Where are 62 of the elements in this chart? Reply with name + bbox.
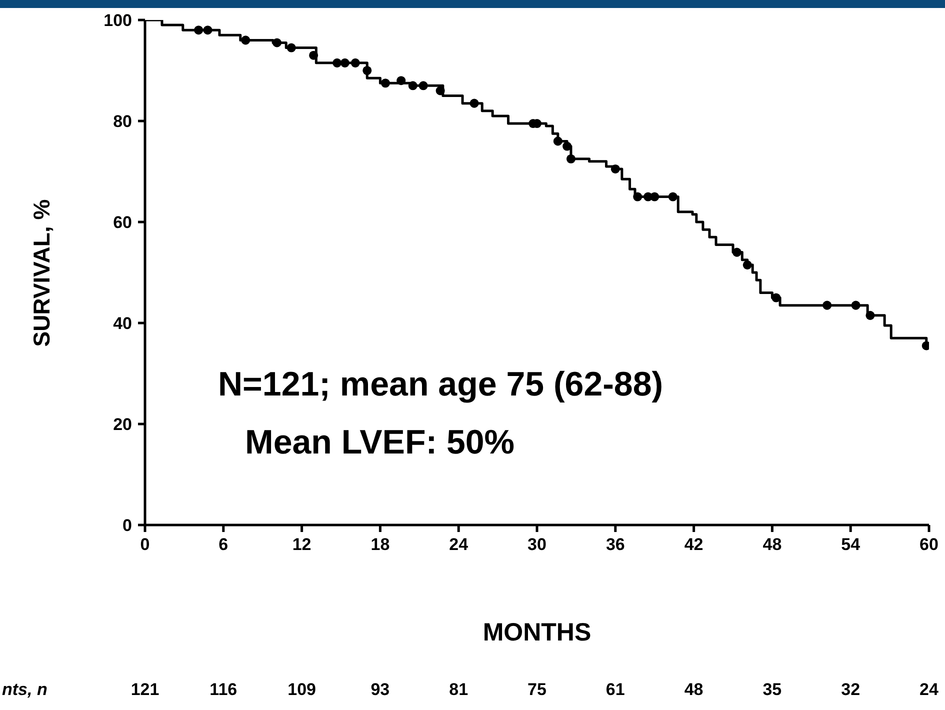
- x-tick-label: 18: [370, 535, 390, 554]
- x-tick-label: 48: [762, 535, 782, 554]
- x-tick-label: 60: [920, 535, 938, 554]
- point: [332, 58, 342, 68]
- text: 61: [606, 680, 625, 700]
- x-axis-title: MONTHS: [482, 618, 592, 648]
- y-tick-label: 60: [113, 213, 132, 232]
- text: nts, n: [2, 680, 48, 700]
- point: [203, 26, 212, 35]
- point: [396, 76, 406, 86]
- point: [272, 38, 282, 48]
- x-tick-label: 12: [292, 535, 312, 554]
- point: [650, 192, 660, 202]
- text: 48: [684, 680, 704, 700]
- x-tick-label: 54: [841, 535, 861, 554]
- x-tick-label: 30: [528, 535, 546, 554]
- text: 93: [370, 680, 390, 700]
- x-tick-label: 6: [218, 535, 228, 554]
- y-axis-title: SURVIVAL, %: [28, 198, 56, 346]
- annotation: N=121; mean age 75 (62-88): [218, 366, 664, 404]
- y-tick-label: 100: [104, 11, 132, 30]
- point: [350, 58, 360, 68]
- y-tick-label: 0: [122, 516, 132, 536]
- annotation: Mean LVEF: 50%: [245, 424, 515, 462]
- point: [380, 78, 390, 88]
- text: 75: [528, 680, 546, 700]
- x-tick-label: 42: [684, 535, 704, 554]
- y-tick-label: 80: [113, 112, 132, 132]
- point: [194, 26, 204, 35]
- point: [610, 164, 620, 174]
- point: [633, 192, 642, 202]
- point: [566, 154, 576, 164]
- point: [742, 260, 752, 270]
- x-tick-label: 24: [449, 535, 469, 554]
- point: [732, 248, 742, 257]
- text: 116: [210, 680, 238, 700]
- text: 35: [762, 680, 782, 700]
- point: [822, 300, 832, 310]
- point: [241, 36, 250, 45]
- point: [866, 310, 875, 320]
- point: [418, 81, 428, 90]
- text: 32: [841, 680, 860, 700]
- point: [668, 192, 678, 202]
- point: [470, 98, 479, 108]
- x-tick-label: 36: [606, 535, 625, 554]
- y-tick-label: 40: [113, 314, 132, 334]
- text: 24: [920, 680, 938, 700]
- point: [286, 43, 296, 52]
- point: [340, 58, 350, 68]
- point: [309, 50, 318, 60]
- point: [772, 293, 781, 302]
- point: [408, 81, 418, 90]
- point: [553, 136, 562, 146]
- point: [562, 142, 572, 151]
- text: 81: [449, 680, 468, 700]
- x-tick-label: 0: [140, 535, 150, 554]
- y-tick-label: 20: [113, 415, 132, 434]
- point: [851, 300, 860, 310]
- point: [362, 66, 372, 76]
- text: 121: [130, 680, 160, 700]
- point: [436, 86, 445, 96]
- text: 109: [288, 680, 316, 700]
